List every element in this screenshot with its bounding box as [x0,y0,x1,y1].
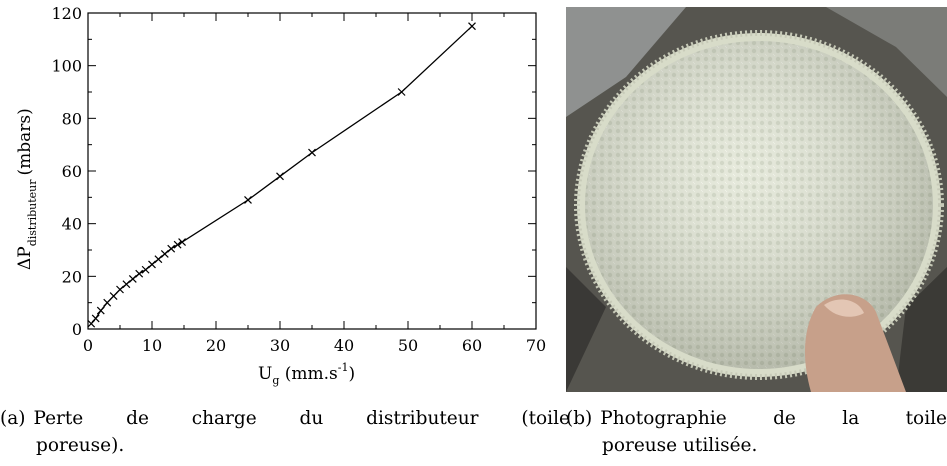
data-point-marker [148,260,156,269]
caption-a-word: Perte [33,408,84,429]
data-point-marker [128,275,137,283]
x-tick-label: 50 [398,336,418,355]
data-point-marker [154,255,163,264]
caption-a-line2: poreuse). [36,435,125,456]
data-point-marker [468,22,476,31]
caption-b: (b) Photographie de la toile poreuse uti… [566,405,947,459]
data-point-marker [308,148,316,157]
caption-a-word: (toile [521,408,570,429]
data-point-marker [96,306,105,315]
y-tick-label: 100 [51,57,82,76]
data-point-marker [135,269,144,278]
caption-a-word: charge [191,408,257,429]
x-tick-label: 20 [206,336,226,355]
data-point-marker [122,280,131,289]
data-point-marker [160,250,169,258]
caption-a-word: de [126,408,149,429]
x-tick-label: 70 [526,336,546,355]
x-tick-label: 60 [462,336,482,355]
data-point-marker [167,244,176,253]
y-tick-label: 120 [51,4,82,23]
data-point-marker [276,172,284,181]
porous-fabric-photo-illustration [566,7,947,392]
y-tick-label: 80 [62,109,82,128]
caption-a: (a) Perte de charge du distributeur (toi… [0,405,570,459]
x-tick-label: 10 [142,336,162,355]
data-point-marker [244,196,252,204]
chart-svg: 0 10 20 30 40 50 60 70 0 20 40 60 80 100 120 Ug (mm.s-… [15,4,546,387]
tick-labels: 0 10 20 30 40 50 60 70 0 20 40 60 80 100 120 [51,4,546,355]
data-markers [87,22,476,328]
data-point-marker [173,240,182,249]
x-tick-label: 40 [334,336,354,355]
y-tick-label: 40 [62,215,82,234]
caption-b-line2: poreuse utilisée. [602,435,758,456]
caption-b-tag: (b) [566,408,593,429]
data-point-marker [103,298,112,307]
axis-ticks [87,12,537,330]
caption-b-line1: Photographie de la toile [600,405,947,432]
caption-b-word: de [773,408,796,429]
caption-b-word: toile [905,408,947,429]
caption-b-word: Photographie [600,408,727,429]
plot-frame [87,12,537,330]
caption-a-tag: (a) [0,408,26,429]
y-tick-label: 20 [62,267,82,286]
y-tick-label: 0 [72,320,82,339]
data-point-marker [91,314,100,323]
caption-a-line1: Perte de charge du distributeur (toile [33,405,570,432]
x-tick-label: 30 [270,336,290,355]
data-point-marker [109,292,118,301]
y-axis-title: ΔPdistributeur(mbars) [15,108,39,270]
x-axis-title: Ug (mm.s-1) [258,361,355,387]
caption-a-word: distributeur [366,408,479,429]
data-point-marker [116,285,124,294]
x-tick-label: 0 [83,336,93,355]
data-point-marker [397,88,406,96]
caption-b-word: la [842,408,860,429]
caption-a-word: du [299,408,324,429]
porous-fabric-photo [566,7,947,392]
y-tick-label: 60 [62,162,82,181]
data-point-marker [178,238,187,247]
data-point-marker [141,265,150,274]
pressure-drop-chart: 0 10 20 30 40 50 60 70 0 20 40 60 80 100 120 Ug (mm.s-… [0,0,560,392]
